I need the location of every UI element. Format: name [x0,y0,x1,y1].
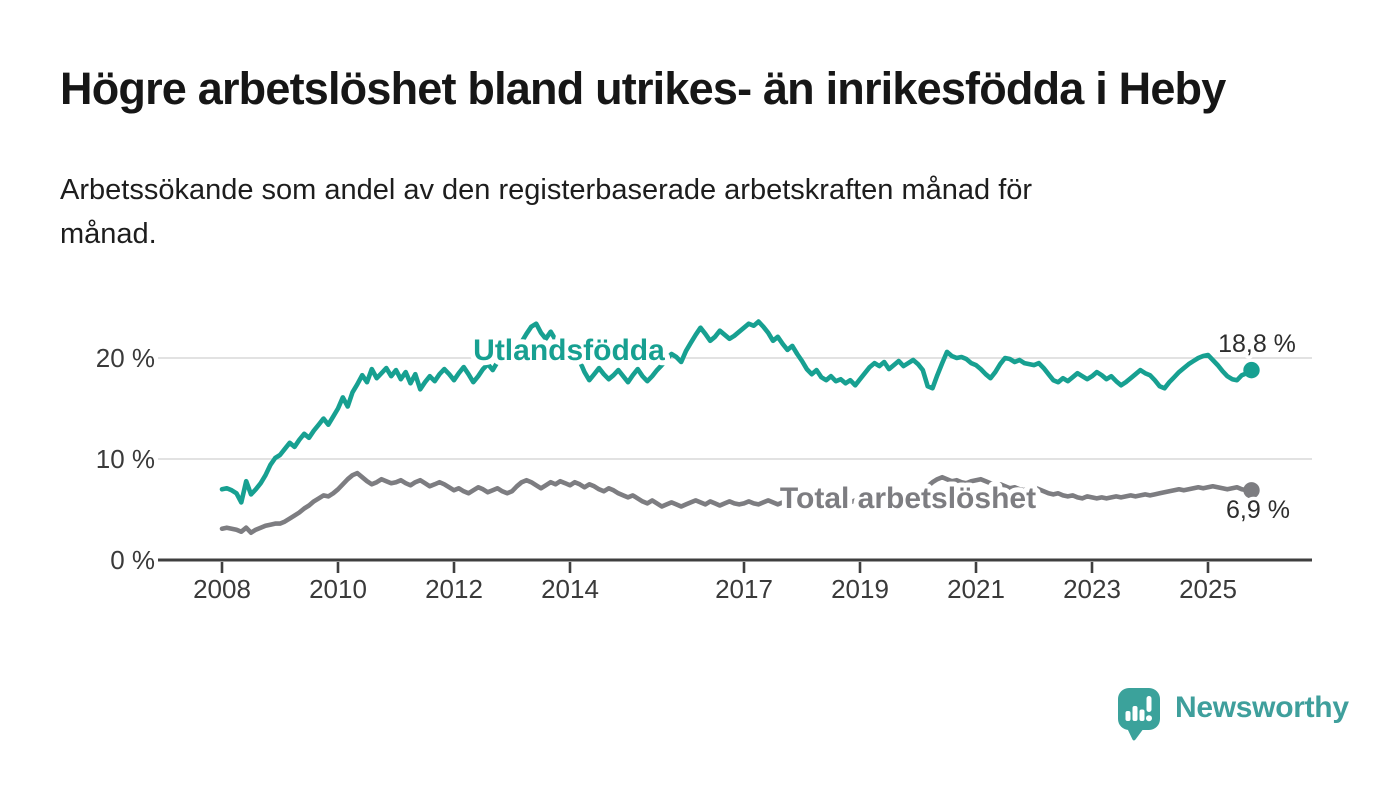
newsworthy-logo[interactable]: Newsworthy [1116,686,1349,742]
series-lines [219,319,1260,535]
gridlines [158,357,1312,460]
x-axis [158,558,1312,573]
line-chart: 2008 2010 2012 2014 2017 2019 2021 2023 2025 0 % 1… [96,319,1312,604]
chart-subtitle: Arbetssökande som andel av den registerb… [60,168,1310,256]
series-line-utlandsfodda [219,319,1254,505]
end-value-label-total: 6,9 % [1226,496,1290,524]
x-tick-label: 2012 [425,574,483,604]
chart-title: Högre arbetslöshet bland utrikes- än inr… [60,63,1226,114]
series-label-total-arbetsloshet: Total arbetslöshet [780,482,1036,515]
x-tick-label: 2010 [309,574,367,604]
newsworthy-logo-text: Newsworthy [1175,691,1349,724]
end-value-label-utlandsfodda: 18,8 % [1218,330,1296,358]
series-end-dot-utlandsfodda [1243,361,1260,379]
subtitle-line-1: Arbetssökande som andel av den registerb… [60,174,1033,206]
x-tick-label: 2021 [947,574,1005,604]
x-tick-label: 2008 [193,574,251,604]
series-label-utlandsfodda: Utlandsfödda [473,334,665,367]
subtitle-line-2: månad. [60,218,157,250]
x-tick-label: 2017 [715,574,773,604]
y-tick-label: 20 % [96,343,155,373]
x-tick-label: 2014 [541,574,599,604]
series-end-dot-total [1243,482,1260,499]
y-tick-label: 0 % [110,545,155,575]
x-tick-label: 2023 [1063,574,1121,604]
series-line-total [219,470,1254,535]
newsworthy-logo-icon [1118,688,1160,741]
x-tick-label: 2025 [1179,574,1237,604]
x-tick-label: 2019 [831,574,889,604]
y-tick-label: 10 % [96,444,155,474]
axis-tick-labels: 2008 2010 2012 2014 2017 2019 2021 2023 2025 0 % 1… [96,343,1237,604]
